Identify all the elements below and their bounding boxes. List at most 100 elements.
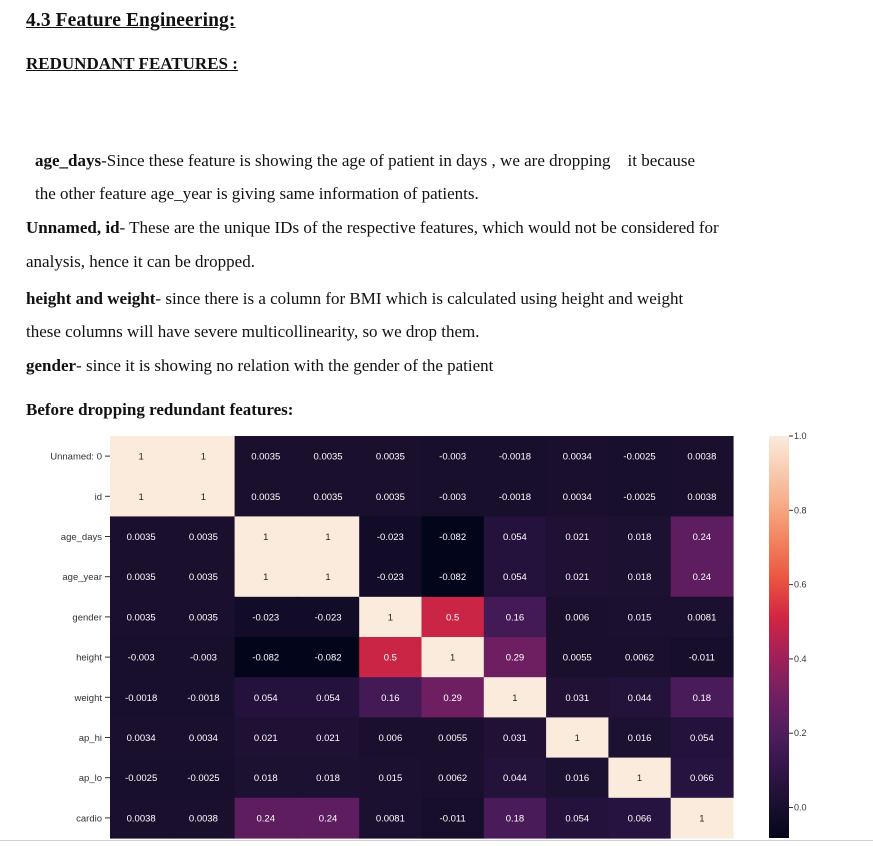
heatmap-cell — [483, 677, 547, 718]
heatmap-cell-label: 1 — [325, 532, 330, 543]
heatmap-cell-label: 0.031 — [565, 693, 589, 704]
heatmap-cell-label: 1 — [139, 452, 144, 463]
heatmap-cell-label: 0.0038 — [687, 452, 716, 463]
heatmap-cell-label: 0.015 — [378, 773, 402, 784]
colorbar — [769, 436, 789, 838]
heatmap-cell — [546, 757, 609, 799]
heatmap-cell — [296, 637, 360, 678]
heatmap-cell — [234, 556, 298, 598]
heatmap-cell-label: -0.0025 — [623, 452, 655, 463]
heatmap-cell-label: 0.16 — [506, 612, 525, 623]
heatmap-cell-label: 0.006 — [565, 612, 589, 623]
heatmap-cell-label: 0.018 — [254, 773, 278, 784]
heatmap-cell — [234, 436, 298, 477]
heatmap-cell — [296, 476, 360, 517]
heatmap-cell-label: 0.006 — [378, 733, 402, 744]
heatmap-cell — [110, 556, 173, 598]
heatmap-cell-label: 0.044 — [628, 693, 652, 704]
heatmap-cell — [670, 596, 734, 638]
heatmap-cell-label: -0.023 — [315, 612, 342, 623]
heatmap-cell — [172, 476, 236, 517]
row-tick-label: id — [95, 492, 102, 503]
heatmap-cell — [546, 637, 609, 678]
heatmap-cell — [421, 637, 485, 678]
paragraph-line-6: these columns will have severe multicoll… — [26, 322, 480, 342]
heatmap-cell — [172, 556, 236, 598]
paragraph-line-7: gender- since it is showing no relation … — [26, 356, 493, 376]
heatmap-cell-label: 1 — [388, 612, 393, 623]
heatmap-cell — [546, 436, 609, 477]
paragraph-text: the other feature age_year is giving sam… — [35, 184, 479, 203]
heatmap-cell-label: 0.0035 — [376, 452, 405, 463]
heatmap-cell-label: -0.011 — [689, 653, 715, 664]
heatmap-cell — [670, 436, 734, 477]
term-unnamed-id: Unnamed, id — [26, 218, 120, 237]
row-tick-label: age_days — [61, 532, 102, 543]
heatmap-cell-label: 0.24 — [319, 813, 338, 824]
paragraph-line-4: analysis, hence it can be dropped. — [26, 252, 255, 272]
heatmap-cell — [359, 596, 423, 638]
heatmap-cell — [172, 637, 236, 678]
heatmap-cell-label: 0.0055 — [438, 733, 467, 744]
heatmap-cell — [608, 797, 672, 839]
heatmap-cell-label: 1 — [263, 532, 268, 543]
paragraph-text: - since there is a column for BMI which … — [155, 289, 684, 308]
section-title: 4.3 Feature Engineering: — [26, 10, 236, 31]
heatmap-cell-label: 1 — [699, 813, 704, 824]
heatmap-cell — [234, 516, 298, 558]
heatmap-cell-label: 0.0034 — [189, 733, 218, 744]
heatmap-cell — [670, 717, 734, 759]
heatmap-cell — [234, 717, 298, 759]
heatmap-cell — [421, 757, 485, 799]
heatmap-cell — [546, 677, 609, 718]
heatmap-cell-label: 0.0062 — [625, 653, 654, 664]
heatmap-cell — [483, 556, 547, 598]
subsection-title: REDUNDANT FEATURES : — [26, 54, 238, 73]
heatmap-cell — [110, 476, 173, 517]
heatmap-cell — [359, 757, 423, 799]
heatmap-cell-label: -0.0025 — [623, 492, 655, 503]
heatmap-cell — [296, 677, 360, 718]
heatmap-cell-label: 0.24 — [693, 532, 712, 543]
term-height-weight: height and weight — [26, 289, 156, 308]
heatmap-cell-label: 0.0062 — [438, 773, 467, 784]
heatmap-cell — [421, 717, 485, 759]
colorbar-tick-label: 0.4 — [794, 654, 807, 664]
heatmap-cell — [608, 677, 672, 718]
heatmap-cell-label: -0.023 — [252, 612, 279, 623]
paragraph-text: analysis, hence it can be dropped. — [26, 252, 255, 271]
heatmap-cell-label: -0.0018 — [499, 492, 531, 503]
heatmap-cell-label: 1 — [637, 773, 642, 784]
heatmap-cell — [234, 637, 298, 678]
heatmap-cell-label: -0.0018 — [125, 693, 157, 704]
heatmap-cell — [110, 757, 173, 799]
row-tick-label: gender — [72, 612, 102, 623]
heatmap-cell-label: 0.18 — [693, 693, 712, 704]
heatmap-cell — [172, 757, 236, 799]
heatmap-cell — [670, 677, 734, 718]
heatmap-cell — [546, 556, 609, 598]
heatmap-cell-label: 0.066 — [690, 773, 714, 784]
heatmap-cell-label: 0.29 — [506, 653, 525, 664]
heatmap-cell — [172, 596, 236, 638]
colorbar-tick-label: 0.2 — [794, 728, 807, 738]
heatmap-cell-label: -0.023 — [377, 572, 404, 583]
heatmap-cell-label: 0.021 — [565, 532, 589, 543]
heatmap-cell — [359, 436, 423, 477]
heatmap-cell-label: 1 — [263, 572, 268, 583]
heatmap-cell-label: 0.0038 — [189, 813, 218, 824]
heatmap-cell — [110, 596, 173, 638]
term-age-days: age_days — [35, 151, 102, 170]
heatmap-cell-label: 0.0081 — [376, 813, 405, 824]
heatmap-cell — [359, 677, 423, 718]
heatmap-cell — [608, 476, 672, 517]
colorbar-tick-label: 0.6 — [794, 580, 807, 590]
heatmap-cell-label: 0.0035 — [127, 612, 156, 623]
heatmap-cell-label: 0.0035 — [376, 492, 405, 503]
heatmap-cell — [608, 637, 672, 678]
heatmap-cell-label: 1 — [201, 452, 206, 463]
heatmap-cell-label: 0.0034 — [127, 733, 156, 744]
heatmap-cell-label: 0.0081 — [687, 612, 716, 623]
